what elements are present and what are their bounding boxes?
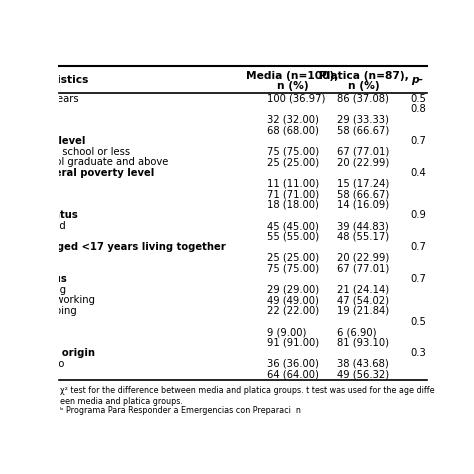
Text: Not married: Not married — [6, 221, 66, 231]
Text: Not working: Not working — [6, 285, 66, 295]
Text: DK/REF: DK/REF — [6, 200, 43, 210]
Text: Currently working: Currently working — [6, 295, 95, 305]
Text: 55 (55.00): 55 (55.00) — [267, 232, 319, 242]
Text: Country of origin: Country of origin — [0, 348, 95, 358]
Text: 45 (45.00): 45 (45.00) — [267, 221, 319, 231]
Text: 47 (54.02): 47 (54.02) — [337, 295, 389, 305]
Text: 25 (25.00): 25 (25.00) — [267, 253, 319, 263]
Text: 21 (24.14): 21 (24.14) — [337, 285, 389, 295]
Text: Characteristics: Characteristics — [0, 75, 89, 85]
Text: p-: p- — [411, 75, 423, 85]
Text: 67 (77.01): 67 (77.01) — [337, 147, 389, 157]
Text: 0.3: 0.3 — [411, 348, 427, 358]
Text: Married: Married — [6, 232, 44, 242]
Text: 20 (22.99): 20 (22.99) — [337, 157, 389, 167]
Text: 81 (93.10): 81 (93.10) — [337, 338, 389, 348]
Text: Yes: Yes — [6, 264, 22, 273]
Text: 20 (22.99): 20 (22.99) — [337, 253, 389, 263]
Text: No: No — [6, 253, 19, 263]
Text: 67 (77.01): 67 (77.01) — [337, 264, 389, 273]
Text: Education level: Education level — [0, 136, 85, 146]
Text: 91 (91.00): 91 (91.00) — [267, 338, 319, 348]
Text: Mexico: Mexico — [6, 370, 41, 380]
Text: 0.7: 0.7 — [411, 136, 427, 146]
Text: High school graduate and above: High school graduate and above — [6, 157, 168, 167]
Text: 0.4: 0.4 — [411, 168, 427, 178]
Text: 49 (49.00): 49 (49.00) — [267, 295, 319, 305]
Text: 11 (11.00): 11 (11.00) — [267, 179, 319, 189]
Text: Media (n=100),: Media (n=100), — [246, 71, 339, 81]
Text: 58 (66.67): 58 (66.67) — [337, 189, 389, 199]
Text: Non-Mexico: Non-Mexico — [6, 359, 64, 369]
Text: Yes: Yes — [6, 179, 22, 189]
Text: χ² test for the difference between media and platica groups. t test was used for: χ² test for the difference between media… — [60, 386, 435, 395]
Text: Children aged <17 years living together: Children aged <17 years living together — [0, 242, 226, 252]
Text: 0.5: 0.5 — [411, 94, 427, 104]
Text: 9 (9.00): 9 (9.00) — [267, 327, 306, 337]
Text: 86 (37.08): 86 (37.08) — [337, 94, 389, 104]
Text: ᵇ Programa Para Responder a Emergencias con Preparaci  n: ᵇ Programa Para Responder a Emergencias … — [60, 406, 301, 415]
Text: Housekeeping: Housekeeping — [6, 306, 77, 316]
Text: n (%): n (%) — [277, 81, 308, 91]
Text: 0.7: 0.7 — [411, 274, 427, 284]
Text: 75 (75.00): 75 (75.00) — [267, 264, 319, 273]
Text: 0.7: 0.7 — [411, 242, 427, 252]
Text: 58 (66.67): 58 (66.67) — [337, 126, 389, 136]
Text: 29 (29.00): 29 (29.00) — [267, 285, 319, 295]
Text: Parental: Parental — [0, 317, 46, 327]
Text: 64 (64.00): 64 (64.00) — [267, 370, 319, 380]
Text: 75 (75.00): 75 (75.00) — [267, 147, 319, 157]
Text: Some high school or less: Some high school or less — [6, 147, 130, 157]
Text: 38 (43.68): 38 (43.68) — [337, 359, 388, 369]
Text: 25 (25.00): 25 (25.00) — [267, 157, 319, 167]
Text: No: No — [6, 327, 19, 337]
Text: 14 (16.09): 14 (16.09) — [337, 200, 389, 210]
Text: 0.5: 0.5 — [411, 317, 427, 327]
Text: 49 (56.32): 49 (56.32) — [337, 370, 389, 380]
Text: 18 (18.00): 18 (18.00) — [267, 200, 319, 210]
Text: Yes: Yes — [6, 338, 22, 348]
Text: 29 (33.33): 29 (33.33) — [337, 115, 389, 125]
Text: Below federal poverty level: Below federal poverty level — [0, 168, 154, 178]
Text: n (%): n (%) — [348, 81, 380, 91]
Text: Marital status: Marital status — [0, 210, 77, 220]
Text: 6 (6.90): 6 (6.90) — [337, 327, 376, 337]
Text: 100 (36.97): 100 (36.97) — [267, 94, 325, 104]
Text: 15 (17.24): 15 (17.24) — [337, 179, 389, 189]
Text: Gender: Gender — [0, 104, 40, 114]
Text: No: No — [6, 189, 19, 199]
Text: 39 (44.83): 39 (44.83) — [337, 221, 388, 231]
Text: een media and platica groups.: een media and platica groups. — [60, 397, 183, 406]
Text: Female: Female — [6, 126, 42, 136]
Text: 32 (32.00): 32 (32.00) — [267, 115, 319, 125]
Text: 0.8: 0.8 — [411, 104, 427, 114]
Text: 0.9: 0.9 — [411, 210, 427, 220]
Text: 68 (68.00): 68 (68.00) — [267, 126, 319, 136]
Text: 71 (71.00): 71 (71.00) — [267, 189, 319, 199]
Text: Male: Male — [6, 115, 30, 125]
Text: Work status: Work status — [0, 274, 66, 284]
Text: 19 (21.84): 19 (21.84) — [337, 306, 389, 316]
Text: 22 (22.00): 22 (22.00) — [267, 306, 319, 316]
Text: 48 (55.17): 48 (55.17) — [337, 232, 389, 242]
Text: Age (M), years: Age (M), years — [6, 94, 79, 104]
Text: 36 (36.00): 36 (36.00) — [267, 359, 319, 369]
Text: Platica (n=87),: Platica (n=87), — [319, 71, 409, 81]
